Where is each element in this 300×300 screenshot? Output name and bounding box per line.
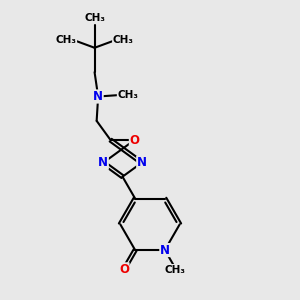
Text: CH₃: CH₃ bbox=[117, 90, 138, 100]
Text: O: O bbox=[129, 134, 140, 147]
Text: N: N bbox=[160, 244, 170, 256]
Text: O: O bbox=[119, 263, 129, 276]
Text: CH₃: CH₃ bbox=[165, 265, 186, 275]
Text: CH₃: CH₃ bbox=[112, 35, 134, 45]
Text: N: N bbox=[93, 90, 103, 103]
Text: CH₃: CH₃ bbox=[84, 13, 105, 23]
Text: N: N bbox=[98, 156, 108, 169]
Text: CH₃: CH₃ bbox=[56, 35, 76, 45]
Text: N: N bbox=[137, 156, 147, 169]
